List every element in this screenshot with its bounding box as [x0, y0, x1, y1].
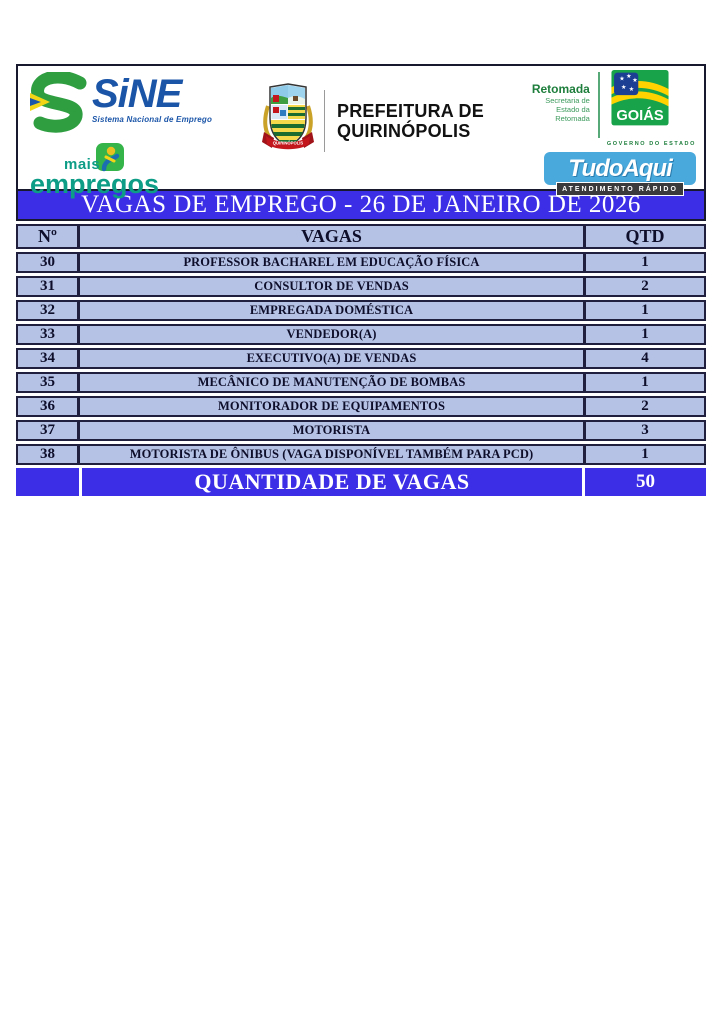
- empregos-word: empregos: [30, 169, 160, 199]
- row-quantity: 1: [585, 252, 706, 273]
- prefeitura-logo: QUIRINÓPOLIS PREFEITURA DE QUIRINÓPOLIS: [262, 80, 484, 161]
- retomada-title: Retomada: [531, 82, 590, 96]
- tudoaqui-logo: TudoAqui ATENDIMENTO RÁPIDO: [544, 152, 696, 199]
- svg-text:★: ★: [626, 73, 632, 80]
- svg-text:★: ★: [619, 75, 625, 82]
- table-row: 33 VENDEDOR(A) 1: [16, 324, 706, 345]
- row-vacancy-title: CONSULTOR DE VENDAS: [79, 276, 585, 297]
- row-vacancy-title: MECÂNICO DE MANUTENÇÃO DE BOMBAS: [79, 372, 585, 393]
- row-vacancy-title: MOTORISTA: [79, 420, 585, 441]
- retomada-sub3: Retomada: [555, 114, 590, 123]
- table-row: 35 MECÂNICO DE MANUTENÇÃO DE BOMBAS 1: [16, 372, 706, 393]
- row-vacancy-title: PROFESSOR BACHAREL EM EDUCAÇÃO FÍSICA: [79, 252, 585, 273]
- table-row: 38 MOTORISTA DE ÔNIBUS (VAGA DISPONÍVEL …: [16, 444, 706, 465]
- svg-text:★: ★: [632, 77, 638, 84]
- column-header-num: Nº: [16, 224, 79, 249]
- table-row: 37 MOTORISTA 3: [16, 420, 706, 441]
- row-vacancy-title: EXECUTIVO(A) DE VENDAS: [79, 348, 585, 369]
- person-icon: [92, 143, 124, 180]
- retomada-label: Retomada Secretaria de Estado da Retomad…: [532, 82, 590, 123]
- mais-word: mais: [64, 156, 101, 173]
- retomada-sub1: Secretaria de: [545, 96, 590, 105]
- row-number: 37: [16, 420, 79, 441]
- prefeitura-line2: QUIRINÓPOLIS: [337, 120, 471, 141]
- row-number: 34: [16, 348, 79, 369]
- table-row: 32 EMPREGADA DOMÉSTICA 1: [16, 300, 706, 321]
- quirinopolis-crest-icon: QUIRINÓPOLIS: [262, 80, 314, 161]
- goias-block: Retomada Secretaria de Estado da Retomad…: [528, 70, 696, 199]
- goias-caption: GOVERNO DO ESTADO: [606, 141, 696, 147]
- row-vacancy-title: EMPREGADA DOMÉSTICA: [79, 300, 585, 321]
- table-row: 30 PROFESSOR BACHAREL EM EDUCAÇÃO FÍSICA…: [16, 252, 706, 273]
- table-row: 36 MONITORADOR DE EQUIPAMENTOS 2: [16, 396, 706, 417]
- page-title: VAGAS DE EMPREGO - 26 DE JANEIRO DE 2026: [81, 191, 641, 218]
- row-quantity: 3: [585, 420, 706, 441]
- row-number: 32: [16, 300, 79, 321]
- table-header-row: Nº VAGAS QTD: [16, 224, 706, 249]
- row-number: 31: [16, 276, 79, 297]
- total-row: QUANTIDADE DE VAGAS 50: [16, 468, 706, 496]
- row-number: 30: [16, 252, 79, 273]
- row-number: 33: [16, 324, 79, 345]
- row-vacancy-title: MOTORISTA DE ÔNIBUS (VAGA DISPONÍVEL TAM…: [79, 444, 585, 465]
- row-quantity: 1: [585, 300, 706, 321]
- row-quantity: 1: [585, 324, 706, 345]
- row-quantity: 4: [585, 348, 706, 369]
- vacancies-tbody: 30 PROFESSOR BACHAREL EM EDUCAÇÃO FÍSICA…: [16, 252, 706, 465]
- tudoaqui-name: TudoAqui: [568, 154, 673, 182]
- goias-name: GOIÁS: [616, 107, 664, 124]
- row-number: 36: [16, 396, 79, 417]
- row-quantity: 2: [585, 276, 706, 297]
- tudoaqui-caption: ATENDIMENTO RÁPIDO: [562, 185, 678, 193]
- column-header-qtd: QTD: [585, 224, 706, 249]
- row-vacancy-title: MONITORADOR DE EQUIPAMENTOS: [79, 396, 585, 417]
- sine-subtitle: Sistema Nacional de Emprego: [92, 115, 213, 124]
- total-spacer-cell: [16, 468, 79, 496]
- logo-header: SiNE Sistema Nacional de Emprego mais em…: [16, 64, 706, 199]
- row-quantity: 1: [585, 372, 706, 393]
- sine-logo: SiNE Sistema Nacional de Emprego mais em…: [28, 70, 238, 199]
- prefeitura-divider: [324, 89, 325, 152]
- row-number: 38: [16, 444, 79, 465]
- svg-text:★: ★: [621, 84, 627, 91]
- sine-name: SiNE: [92, 72, 182, 116]
- row-quantity: 2: [585, 396, 706, 417]
- crest-ribbon-text: QUIRINÓPOLIS: [273, 141, 304, 146]
- row-vacancy-title: VENDEDOR(A): [79, 324, 585, 345]
- row-quantity: 1: [585, 444, 706, 465]
- mais-empregos-logo: mais empregos: [28, 143, 198, 199]
- document-frame: SiNE Sistema Nacional de Emprego mais em…: [16, 64, 706, 496]
- total-label: QUANTIDADE DE VAGAS: [194, 469, 470, 494]
- table-row: 31 CONSULTOR DE VENDAS 2: [16, 276, 706, 297]
- goias-flag-icon: ★ ★ ★ ★ ★ GOIÁS GOVERNO DO ESTADO: [607, 70, 696, 147]
- column-header-vagas: VAGAS: [79, 224, 585, 249]
- retomada-sub2: Estado da: [556, 105, 590, 114]
- total-value: 50: [636, 471, 655, 492]
- goias-divider: [597, 72, 600, 138]
- row-number: 35: [16, 372, 79, 393]
- sine-swoosh-icon: [28, 70, 90, 139]
- svg-text:★: ★: [629, 86, 635, 93]
- table-row: 34 EXECUTIVO(A) DE VENDAS 4: [16, 348, 706, 369]
- vacancies-table: Nº VAGAS QTD 30 PROFESSOR BACHAREL EM ED…: [16, 221, 706, 468]
- prefeitura-line1: PREFEITURA DE: [337, 100, 484, 121]
